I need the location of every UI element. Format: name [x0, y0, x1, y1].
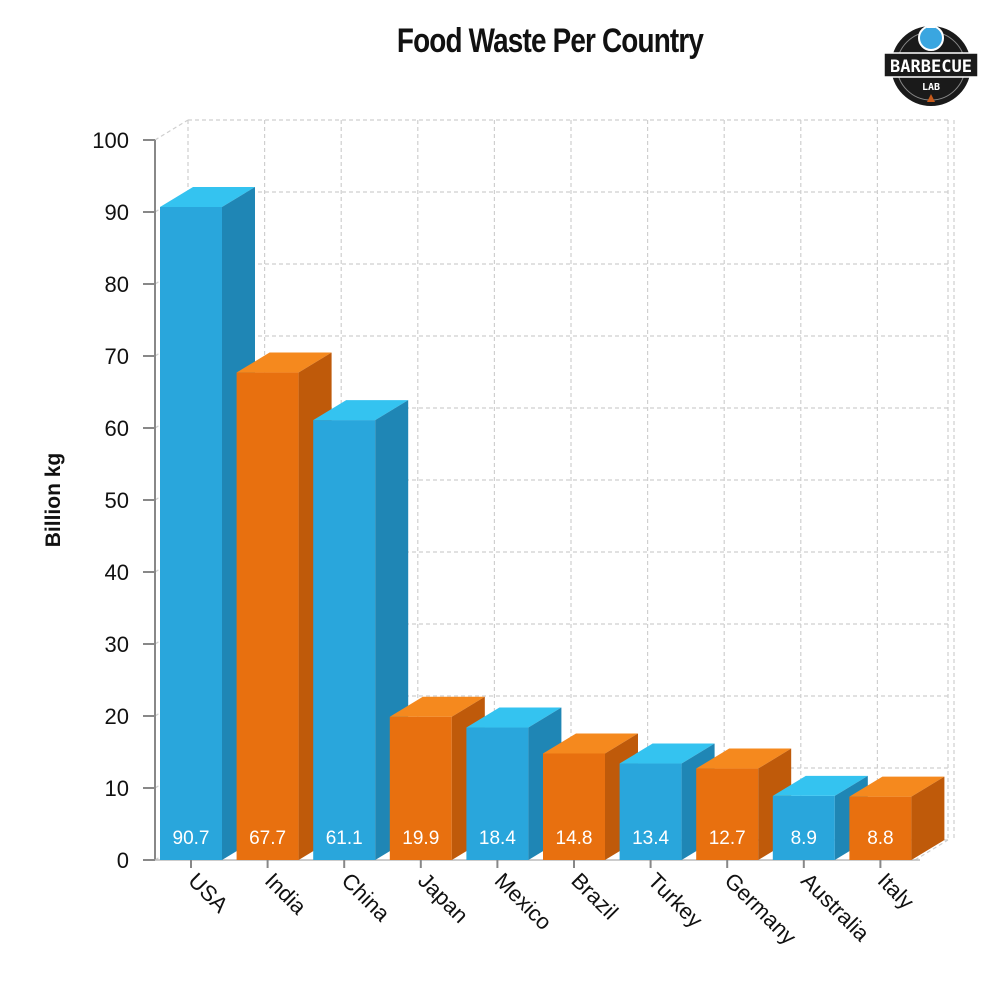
bar-top [389, 696, 485, 717]
data-label: 67.7 [249, 828, 286, 849]
gridline-side [154, 119, 189, 141]
data-label: 61.1 [326, 828, 363, 849]
bar-front [389, 716, 452, 860]
bar-top [772, 775, 868, 796]
y-tick-label: 30 [105, 632, 129, 657]
bar-front [772, 795, 835, 860]
y-tick-label: 10 [105, 776, 129, 801]
y-tick-label: 40 [105, 560, 129, 585]
bar-front [160, 206, 222, 860]
svg-text:BARBECUE: BARBECUE [890, 57, 972, 77]
bar-top [696, 748, 792, 769]
x-tick-label: Australia [796, 868, 875, 947]
data-label: 90.7 [173, 828, 210, 849]
bar-front [849, 796, 912, 860]
y-axis-title: Billion kg [42, 453, 65, 548]
x-tick-label: India [260, 868, 312, 920]
bar-top [619, 743, 715, 764]
x-tick-label: Japan [413, 868, 473, 928]
x-tick-label: Mexico [490, 868, 557, 935]
bar-italy: 8.8 [849, 776, 945, 860]
data-label: 18.4 [479, 828, 516, 849]
bar-top [313, 400, 409, 421]
x-tick-label: China [337, 868, 396, 927]
bar-front [619, 763, 682, 860]
bar-top [849, 776, 945, 797]
bar-top [543, 733, 638, 754]
data-label: 13.4 [632, 828, 669, 849]
bar-side [911, 776, 945, 860]
bars: 90.7 67.7 61.1 19.9 18.4 14.8 13.4 12.7 8.9 8.8 [160, 186, 945, 860]
x-axis-labels: USA India China Japan Mexico Brazil Turkey Germ… [183, 860, 919, 950]
x-tick-label: Germany [720, 868, 802, 950]
bar-usa: 90.7 [160, 186, 255, 860]
x-tick-label: Turkey [643, 868, 708, 933]
bar-front [696, 768, 759, 860]
data-label: 8.8 [867, 828, 893, 849]
data-label: 12.7 [709, 828, 746, 849]
y-axis: 0 10 20 30 40 50 60 70 80 90 100 [92, 128, 920, 873]
bar-front [313, 420, 376, 860]
data-label: 19.9 [402, 828, 439, 849]
y-tick-label: 70 [105, 344, 129, 369]
y-tick-label: 20 [105, 704, 129, 729]
y-tick-label: 60 [105, 416, 129, 441]
bar-front [543, 753, 605, 860]
bar-front [236, 372, 299, 860]
y-tick-label: 100 [92, 128, 129, 153]
y-tick-label: 90 [105, 200, 129, 225]
bar-top [466, 707, 562, 728]
data-label: 14.8 [556, 828, 593, 849]
svg-text:LAB: LAB [922, 82, 940, 93]
barbecue-lab-logo: BARBECUE LAB [883, 18, 979, 106]
data-label: 8.9 [791, 828, 817, 849]
bar-front [466, 727, 529, 860]
y-tick-label: 50 [105, 488, 129, 513]
x-tick-label: USA [183, 868, 233, 918]
y-tick-label: 0 [117, 848, 129, 873]
x-tick-label: Italy [873, 868, 919, 914]
bar-top [236, 352, 332, 373]
chart-title: Food Waste Per Country [396, 22, 704, 60]
bar-top [160, 186, 255, 207]
x-tick-label: Brazil [566, 868, 623, 925]
y-tick-label: 80 [105, 272, 129, 297]
